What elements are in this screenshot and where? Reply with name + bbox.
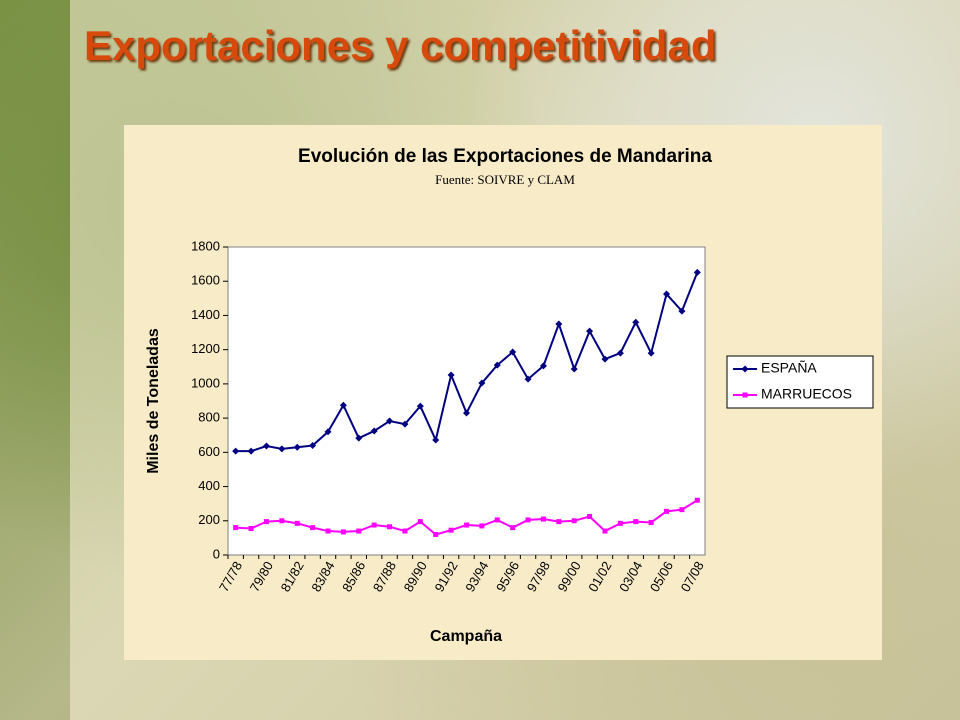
point bbox=[555, 320, 563, 328]
y-tick-label: 800 bbox=[198, 410, 220, 425]
point bbox=[417, 519, 423, 525]
y-tick-label: 1600 bbox=[191, 273, 220, 288]
y-axis-label: Miles de Toneladas bbox=[145, 328, 162, 474]
legend-label: ESPAÑA bbox=[761, 360, 817, 376]
point bbox=[340, 529, 346, 535]
point bbox=[694, 497, 700, 503]
point bbox=[463, 409, 470, 417]
y-tick-label: 1000 bbox=[191, 375, 220, 390]
point bbox=[679, 507, 685, 513]
point bbox=[617, 520, 623, 526]
point bbox=[525, 517, 531, 523]
point bbox=[540, 516, 546, 522]
point bbox=[693, 268, 701, 276]
point bbox=[371, 522, 377, 528]
point bbox=[387, 524, 393, 530]
point bbox=[355, 434, 363, 442]
point bbox=[664, 508, 670, 514]
point bbox=[279, 518, 285, 524]
point bbox=[741, 365, 749, 373]
point bbox=[616, 349, 624, 357]
point bbox=[448, 527, 454, 533]
point bbox=[447, 371, 455, 379]
point bbox=[663, 290, 671, 298]
point bbox=[742, 392, 748, 398]
point bbox=[678, 307, 686, 315]
point bbox=[309, 441, 317, 449]
point bbox=[262, 442, 270, 450]
plot-area bbox=[227, 246, 706, 556]
point bbox=[278, 445, 286, 453]
point bbox=[386, 417, 394, 425]
point bbox=[570, 365, 578, 373]
point bbox=[602, 528, 608, 534]
legend-box bbox=[726, 355, 874, 409]
point bbox=[416, 402, 424, 410]
point bbox=[310, 525, 316, 531]
y-tick-label: 600 bbox=[198, 444, 220, 459]
point bbox=[433, 531, 439, 537]
point bbox=[324, 428, 332, 436]
point bbox=[493, 361, 501, 369]
point bbox=[464, 522, 469, 528]
y-tick-label: 1800 bbox=[191, 238, 220, 253]
point bbox=[648, 519, 654, 525]
point bbox=[370, 427, 378, 435]
point bbox=[632, 318, 640, 326]
y-tick-label: 1200 bbox=[191, 341, 220, 356]
point bbox=[478, 379, 486, 387]
point bbox=[293, 443, 301, 451]
chart-title: Evolución de las Exportaciones de Mandar… bbox=[298, 146, 712, 167]
slide-title: Exportaciones y competitividad bbox=[84, 22, 717, 69]
point bbox=[587, 514, 593, 519]
y-tick-label: 200 bbox=[198, 512, 220, 527]
y-tick-label: 1400 bbox=[191, 307, 220, 322]
point bbox=[601, 355, 609, 363]
y-tick-label: 0 bbox=[213, 546, 220, 561]
point bbox=[356, 528, 362, 534]
point bbox=[586, 327, 594, 335]
point bbox=[647, 349, 655, 357]
legend-label: MARRUECOS bbox=[761, 386, 852, 402]
point bbox=[633, 519, 639, 525]
point bbox=[247, 447, 255, 455]
point bbox=[432, 436, 440, 444]
point bbox=[509, 348, 517, 356]
point bbox=[510, 525, 516, 531]
y-tick-label: 400 bbox=[198, 478, 220, 493]
point bbox=[571, 518, 577, 524]
point bbox=[539, 362, 547, 370]
point bbox=[325, 528, 331, 534]
x-axis-label: Campaña bbox=[430, 628, 502, 645]
point bbox=[232, 447, 240, 455]
chart-subtitle: Fuente: SOIVRE y CLAM bbox=[435, 172, 575, 187]
point bbox=[263, 519, 269, 525]
point bbox=[401, 420, 409, 428]
point bbox=[233, 525, 239, 531]
point bbox=[248, 525, 254, 531]
point bbox=[494, 517, 500, 523]
point bbox=[339, 401, 347, 409]
point bbox=[402, 528, 408, 534]
point bbox=[294, 520, 300, 526]
point bbox=[524, 375, 532, 383]
point bbox=[556, 519, 562, 525]
point bbox=[479, 523, 485, 529]
